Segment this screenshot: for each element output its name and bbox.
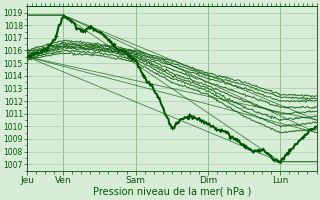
X-axis label: Pression niveau de la mer( hPa ): Pression niveau de la mer( hPa ) <box>92 187 251 197</box>
